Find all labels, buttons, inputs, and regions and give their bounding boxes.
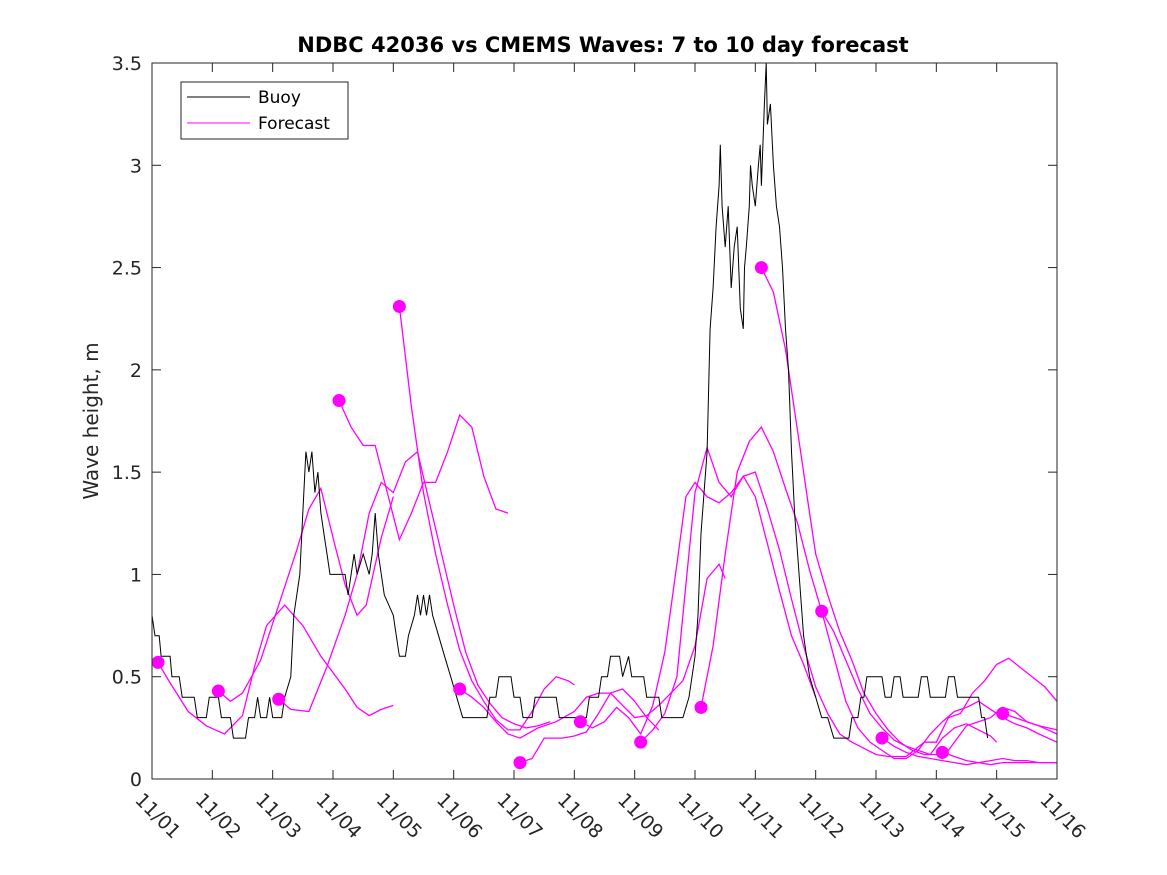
y-tick-label: 0 [130, 769, 142, 791]
forecast-start-markers [151, 261, 1010, 770]
forecast-line [821, 610, 998, 756]
plot-area [151, 62, 1058, 780]
forecast-line [459, 688, 660, 739]
forecast-start-marker [875, 731, 889, 745]
forecast-line [1002, 712, 1058, 731]
y-tick-label: 2.5 [112, 258, 142, 280]
forecast-start-marker [211, 684, 225, 698]
forecast-line [398, 306, 575, 731]
y-tick-label: 3 [130, 155, 142, 177]
forecast-start-marker [332, 394, 346, 408]
chart-title: NDBC 42036 vs CMEMS Waves: 7 to 10 day f… [297, 33, 908, 57]
forecast-line [157, 604, 394, 735]
forecast-line [700, 425, 1058, 760]
forecast-line [278, 450, 551, 729]
forecast-start-marker [573, 715, 587, 729]
forecast-start-marker [513, 756, 527, 770]
forecast-line [338, 400, 509, 542]
forecast-start-marker [634, 735, 648, 749]
legend-buoy-label: Buoy [258, 88, 301, 108]
forecast-start-marker [453, 682, 467, 696]
y-tick-label: 1.5 [112, 462, 142, 484]
legend-box [180, 81, 349, 140]
forecast-line [580, 475, 817, 736]
buoy-line-group [151, 62, 989, 739]
y-axis: 0 0.5 1 1.5 2 2.5 3 3.5 [112, 53, 1057, 791]
forecast-start-marker [151, 655, 165, 669]
forecast-line [881, 737, 1057, 766]
forecast-start-marker [935, 745, 949, 759]
y-tick-label: 3.5 [112, 53, 142, 75]
forecast-start-marker [272, 692, 286, 706]
forecast-line [640, 445, 1058, 758]
y-tick-label: 0.5 [112, 667, 142, 689]
forecast-start-marker [754, 261, 768, 275]
y-axis-label: Wave height, m [79, 342, 103, 499]
forecast-line [217, 486, 394, 703]
forecast-start-marker [694, 700, 708, 714]
forecast-start-marker [996, 707, 1010, 721]
y-tick-label: 1 [130, 564, 142, 586]
legend-forecast-label: Forecast [258, 114, 330, 134]
forecast-line [942, 751, 1057, 766]
forecast-start-marker [815, 604, 829, 618]
legend: Buoy Forecast [180, 81, 349, 140]
y-tick-label: 2 [130, 360, 142, 382]
buoy-line [151, 62, 989, 739]
forecast-start-marker [392, 299, 406, 313]
plot-background [152, 63, 1057, 779]
plot-frame [151, 62, 1058, 780]
